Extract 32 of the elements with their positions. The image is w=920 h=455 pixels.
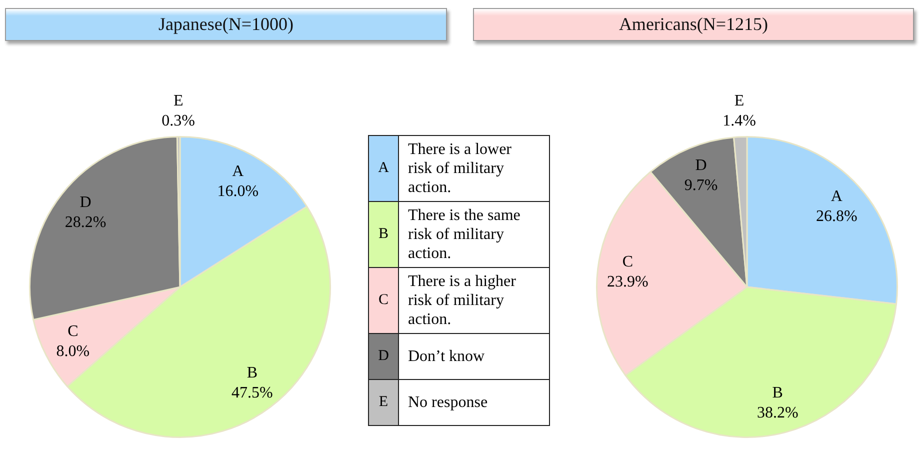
category-label: B <box>378 226 388 243</box>
chart-title: Japanese(N=1000) <box>158 14 294 35</box>
text: No response <box>408 393 488 412</box>
text: Don’t know <box>408 347 485 366</box>
category-label: D <box>378 348 389 365</box>
category-label: C <box>378 292 388 309</box>
data-label: 23.9% <box>607 274 648 291</box>
text: There is a higher risk of military action. <box>408 272 517 329</box>
slice-label: A <box>830 188 843 206</box>
slice-label: E <box>734 92 744 110</box>
slice-label: B <box>246 364 258 382</box>
data-label: 26.8% <box>816 208 858 226</box>
text: There is a lower risk of military action. <box>408 140 513 197</box>
data-label: 28.2% <box>64 214 106 231</box>
slice-label: A <box>232 162 244 180</box>
text: There is the same risk of military action. <box>408 206 522 263</box>
slice-label: B <box>772 384 783 402</box>
slice-label: C <box>68 322 78 340</box>
data-label: 0.3% <box>162 112 196 130</box>
category-label: A <box>378 160 389 177</box>
data-label: 9.7% <box>684 177 718 194</box>
data-label: 8.0% <box>56 342 90 360</box>
slice-label: D <box>80 194 92 211</box>
slice-label: D <box>695 157 707 174</box>
chart-title: Americans(N=1215) <box>618 14 768 35</box>
data-label: 38.2% <box>756 404 798 422</box>
data-label: 16.0% <box>217 182 259 200</box>
category-label: E <box>378 394 388 411</box>
data-label: 1.4% <box>722 112 756 130</box>
slice-label: C <box>622 254 634 271</box>
slice-label: E <box>173 92 184 110</box>
data-label: 47.5% <box>232 384 273 402</box>
